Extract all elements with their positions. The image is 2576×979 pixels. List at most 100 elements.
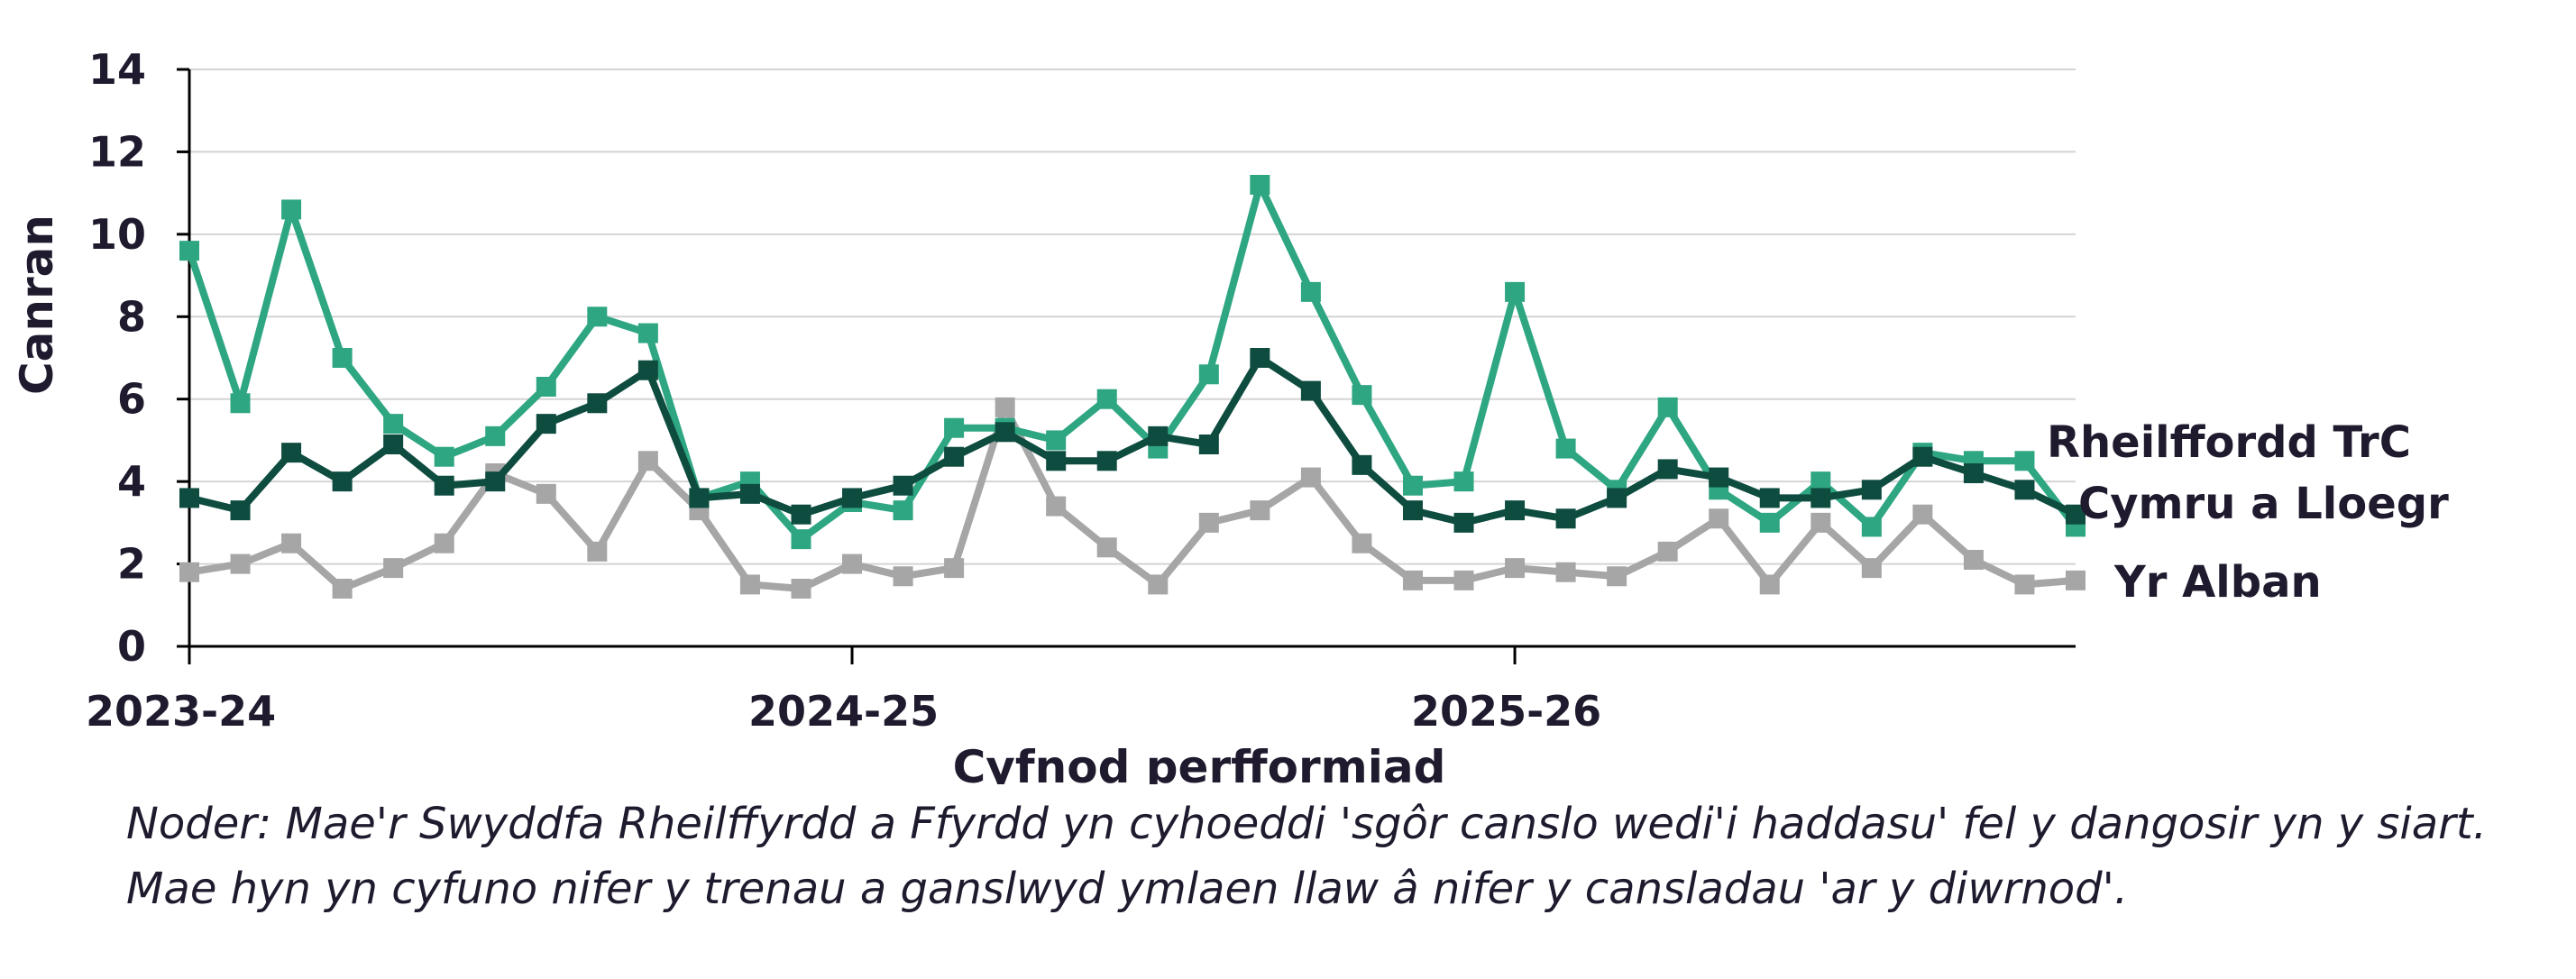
- chart-note: Noder: Mae'r Swyddfa Rheilffyrdd a Ffyrd…: [126, 799, 2487, 914]
- data-point: [485, 425, 506, 446]
- data-point: [637, 451, 658, 471]
- data-point: [1811, 488, 1831, 508]
- line-chart: 0 2 4 6 8 10 12 14 2023-24 2024-25 2025-26 Rheilf…: [11, 45, 2449, 784]
- data-point: [1759, 512, 1780, 533]
- data-point: [944, 446, 965, 467]
- data-point: [281, 199, 302, 220]
- y-tick-label: 2: [117, 540, 146, 589]
- data-point: [1912, 446, 1933, 467]
- data-point: [332, 579, 353, 599]
- x-tick-label: 2024-25: [748, 687, 939, 736]
- data-point: [1453, 570, 1474, 590]
- data-point: [1657, 459, 1678, 480]
- y-tick-label: 4: [117, 457, 146, 506]
- data-point: [1300, 281, 1321, 302]
- y-tick-labels: 0 2 4 6 8 10 12 14: [88, 45, 146, 671]
- data-point: [1198, 435, 1219, 454]
- data-point: [791, 504, 811, 525]
- data-point: [332, 348, 353, 368]
- data-point: [1046, 430, 1067, 451]
- data-point: [1811, 512, 1831, 533]
- x-tick-label: 2025-26: [1411, 687, 1601, 736]
- y-tick-label: 8: [117, 292, 146, 341]
- data-point: [1453, 512, 1474, 533]
- data-point: [893, 500, 913, 521]
- axes: [177, 68, 2076, 648]
- data-point: [230, 500, 251, 521]
- data-point: [739, 483, 760, 504]
- data-point: [791, 529, 811, 550]
- data-point: [1709, 467, 1729, 488]
- y-axis-title: Canran: [11, 215, 63, 395]
- data-point: [1607, 488, 1627, 508]
- data-point: [536, 377, 556, 397]
- data-point: [1505, 558, 1526, 579]
- data-point: [1607, 566, 1627, 587]
- data-point: [1555, 438, 1576, 459]
- data-point: [1148, 425, 1169, 446]
- data-point: [1046, 451, 1067, 471]
- y-tick-label: 10: [88, 210, 146, 259]
- data-point: [230, 554, 251, 574]
- data-point: [1811, 471, 1831, 492]
- data-point: [1352, 385, 1372, 406]
- data-point: [1963, 550, 1984, 570]
- data-point: [1505, 281, 1526, 302]
- data-point: [1352, 454, 1372, 475]
- data-point: [893, 566, 913, 587]
- data-point: [587, 541, 608, 562]
- series-lines: [179, 175, 2086, 599]
- data-point: [739, 574, 760, 595]
- data-point: [1198, 512, 1219, 533]
- data-point: [1555, 508, 1576, 529]
- series-labels: Rheilffordd TrC Cymru a Lloegr Yr Alban: [2047, 417, 2449, 608]
- data-point: [1198, 364, 1219, 385]
- series-line: [188, 354, 2077, 526]
- data-point: [332, 471, 353, 492]
- data-point: [434, 533, 454, 554]
- data-point: [1300, 467, 1321, 488]
- data-point: [2014, 574, 2035, 595]
- data-point: [587, 307, 608, 327]
- data-point: [1046, 496, 1067, 517]
- data-point: [1759, 488, 1780, 508]
- data-point: [2066, 570, 2086, 590]
- data-point: [2014, 480, 2035, 500]
- data-point: [1402, 500, 1423, 521]
- data-point: [179, 241, 199, 261]
- data-point: [689, 488, 710, 508]
- series-0: [179, 175, 2086, 550]
- data-point: [434, 446, 454, 467]
- data-point: [230, 393, 251, 414]
- data-point: [1453, 471, 1474, 492]
- data-point: [1096, 389, 1117, 409]
- data-point: [1402, 475, 1423, 496]
- data-point: [1505, 500, 1526, 521]
- data-point: [1352, 533, 1372, 554]
- data-point: [587, 393, 608, 414]
- data-point: [944, 417, 965, 438]
- x-tick-label: 2023-24: [86, 687, 276, 736]
- data-point: [536, 414, 556, 435]
- data-point: [179, 488, 199, 508]
- x-tick-labels: 2023-24 2024-25 2025-26: [86, 646, 1601, 736]
- series-label: Cymru a Lloegr: [2078, 479, 2449, 529]
- data-point: [1963, 463, 1984, 483]
- data-point: [536, 483, 556, 504]
- data-point: [1250, 500, 1270, 521]
- data-point: [842, 554, 863, 574]
- data-point: [2014, 451, 2035, 471]
- data-point: [1912, 504, 1933, 525]
- data-point: [281, 443, 302, 463]
- data-point: [1861, 480, 1882, 500]
- data-point: [637, 323, 658, 343]
- data-point: [637, 360, 658, 380]
- data-point: [383, 435, 404, 454]
- data-point: [1861, 558, 1882, 579]
- y-tick-label: 0: [117, 622, 146, 671]
- data-point: [1657, 541, 1678, 562]
- data-point: [995, 422, 1015, 443]
- data-point: [1096, 537, 1117, 558]
- y-tick-label: 6: [117, 375, 146, 424]
- data-point: [1555, 562, 1576, 582]
